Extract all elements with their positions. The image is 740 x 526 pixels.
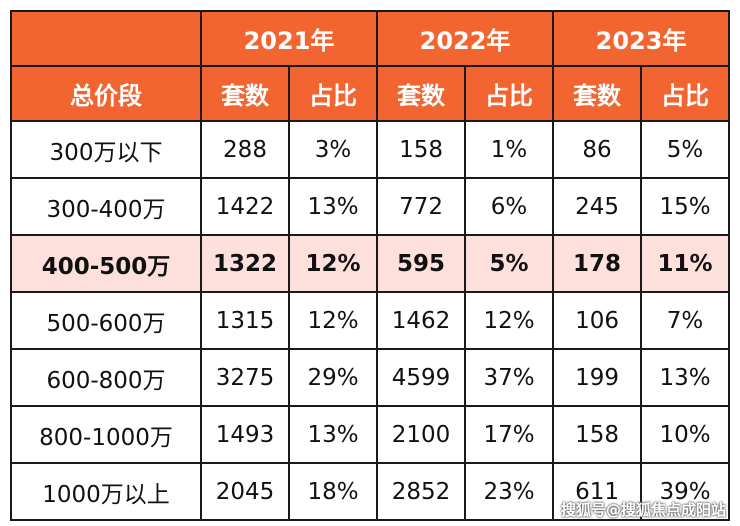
count-2021-cell: 3275 — [200, 348, 290, 407]
count-2023-cell: 178 — [552, 234, 643, 293]
share-2023-cell: 10% — [640, 405, 731, 464]
share-2021-cell: 13% — [287, 405, 379, 464]
watermark: 搜狐号@搜狐焦点成阳站 — [560, 501, 726, 519]
count-2023-cell: 199 — [552, 348, 643, 407]
count-2021-cell: 288 — [200, 120, 290, 179]
share-2021-cell: 12% — [287, 291, 379, 350]
count-2023-cell: 245 — [552, 177, 643, 236]
segment-cell: 800-1000万 — [10, 405, 202, 464]
count-2023-cell: 106 — [552, 291, 643, 350]
year-header-2022: 2022年 — [376, 10, 555, 67]
table-row: 1000万以上 2045 18% 2852 23% 611 39% — [10, 462, 731, 521]
share-2022-cell: 17% — [464, 405, 555, 464]
table-row: 600-800万 3275 29% 4599 37% 199 13% — [10, 348, 731, 407]
share-2023-cell: 13% — [640, 348, 731, 407]
segment-cell: 300-400万 — [10, 177, 202, 236]
table-row: 800-1000万 1493 13% 2100 17% 158 10% — [10, 405, 731, 464]
share-2021-cell: 29% — [287, 348, 379, 407]
count-2022-cell: 2852 — [376, 462, 467, 521]
share-2023-cell: 15% — [640, 177, 731, 236]
share-2023-cell: 39% — [640, 462, 731, 521]
share-2022-cell: 12% — [464, 291, 555, 350]
year-header-row: 2021年 2022年 2023年 — [10, 10, 731, 67]
table-row: 300-400万 1422 13% 772 6% 245 15% — [10, 177, 731, 236]
table-body: 300万以下 288 3% 158 1% 86 5% 300-400万 1422 13% 772 6%… — [10, 120, 731, 521]
share-2021-cell: 18% — [287, 462, 379, 521]
corner-cell — [10, 10, 202, 67]
column-header-row: 总价段 套数 占比 套数 占比 套数 占比 — [10, 65, 731, 122]
share-2022-cell: 5% — [464, 234, 555, 293]
share-2022-cell: 37% — [464, 348, 555, 407]
table-row: 300万以下 288 3% 158 1% 86 5% — [10, 120, 731, 179]
share-2021-cell: 3% — [287, 120, 379, 179]
count-2021-cell: 1493 — [200, 405, 290, 464]
count-2022-cell: 1462 — [376, 291, 467, 350]
count-2021-cell: 1322 — [200, 234, 290, 293]
share-2022-cell: 23% — [464, 462, 555, 521]
share-2022-cell: 6% — [464, 177, 555, 236]
count-2023-cell: 86 — [552, 120, 643, 179]
segment-cell: 1000万以上 — [10, 462, 202, 521]
share-header-2021: 占比 — [287, 65, 379, 122]
table-row: 500-600万 1315 12% 1462 12% 106 7% — [10, 291, 731, 350]
share-header-2022: 占比 — [464, 65, 555, 122]
count-2022-cell: 772 — [376, 177, 467, 236]
share-2023-cell: 11% — [640, 234, 731, 293]
count-header-2023: 套数 — [552, 65, 643, 122]
count-2022-cell: 158 — [376, 120, 467, 179]
share-2022-cell: 1% — [464, 120, 555, 179]
year-header-2021: 2021年 — [199, 10, 379, 67]
segment-header: 总价段 — [10, 65, 202, 122]
count-2021-cell: 1315 — [200, 291, 290, 350]
count-2021-cell: 2045 — [200, 462, 290, 521]
count-2022-cell: 595 — [376, 234, 467, 293]
share-2023-cell: 7% — [640, 291, 731, 350]
segment-cell: 300万以下 — [10, 120, 202, 179]
segment-cell: 400-500万 — [10, 234, 202, 293]
count-2023-cell: 158 — [552, 405, 643, 464]
count-2022-cell: 2100 — [376, 405, 467, 464]
share-header-2023: 占比 — [640, 65, 731, 122]
price-segment-table: 2021年 2022年 2023年 总价段 套数 占比 套数 占比 套数 占比 … — [10, 10, 731, 521]
share-2021-cell: 12% — [287, 234, 379, 293]
share-2023-cell: 5% — [640, 120, 731, 179]
count-2022-cell: 4599 — [376, 348, 467, 407]
count-header-2021: 套数 — [200, 65, 290, 122]
count-header-2022: 套数 — [376, 65, 467, 122]
segment-cell: 500-600万 — [10, 291, 202, 350]
table-row: 400-500万 1322 12% 595 5% 178 11% — [10, 234, 731, 293]
share-2021-cell: 13% — [287, 177, 379, 236]
count-2021-cell: 1422 — [200, 177, 290, 236]
segment-cell: 600-800万 — [10, 348, 202, 407]
year-header-2023: 2023年 — [552, 10, 731, 67]
count-2023-cell: 611 — [552, 462, 643, 521]
